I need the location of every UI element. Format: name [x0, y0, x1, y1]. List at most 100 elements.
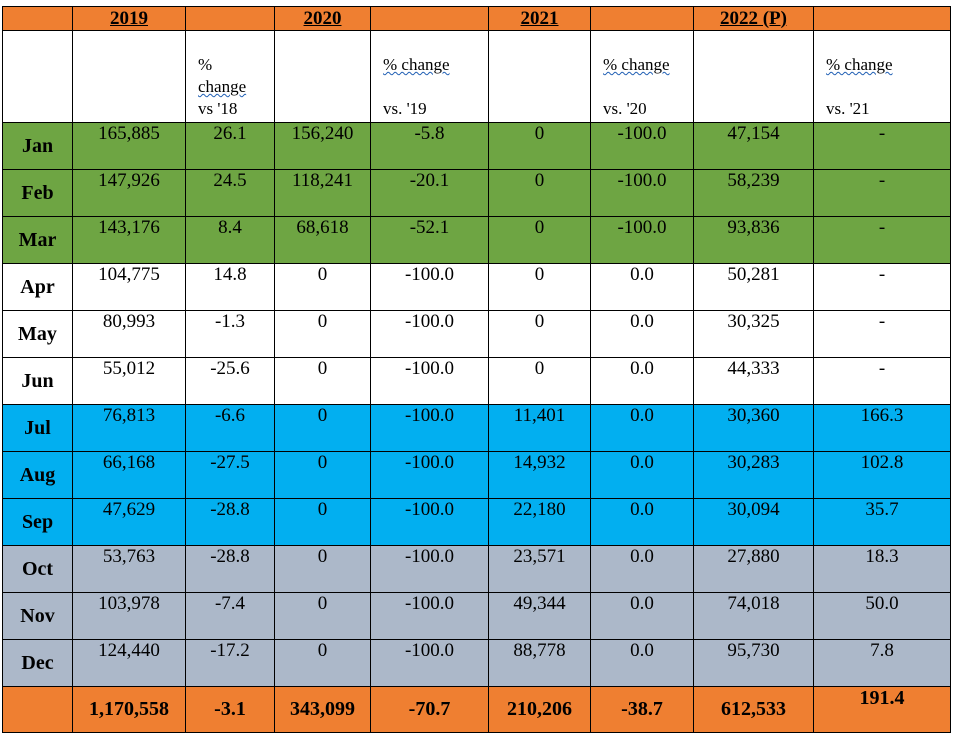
value-2021-cell: 22,180 — [488, 498, 591, 546]
total-label-blank — [2, 686, 73, 733]
table-row: Feb 147,926 24.5 118,241 -20.1 0 -100.0 58,239- — [2, 169, 951, 217]
subheader-blank — [72, 30, 186, 123]
value-2021-cell: 14,932 — [488, 451, 591, 499]
total-pct-2020-cell: -70.7 — [370, 686, 489, 733]
pct-2022-cell: - — [813, 122, 951, 170]
subheader-blank — [693, 30, 814, 123]
subheader-blank — [488, 30, 591, 123]
value-2020-cell: 0 — [274, 263, 371, 311]
pct-change-2021-label: % change vs. '20 — [590, 30, 694, 123]
pct-2019-cell: -27.5 — [185, 451, 275, 499]
value-2021-cell: 0 — [488, 263, 591, 311]
monthly-data-table: 2019 2020 2021 2022 (P) % change vs '18 — [2, 6, 951, 733]
value-2020-cell: 0 — [274, 498, 371, 546]
month-label: Mar — [2, 216, 73, 264]
value-2021-cell: 0 — [488, 169, 591, 217]
year-2022-header: 2022 (P) — [693, 6, 814, 31]
value-2022-cell: 95,730 — [693, 639, 814, 687]
table-row: Mar 143,176 8.4 68,618 -52.1 0 -100.0 93,836- — [2, 216, 951, 264]
pct-2019-cell: -17.2 — [185, 639, 275, 687]
pct-2022-cell: 35.7 — [813, 498, 951, 546]
pct-2021-cell: 0.0 — [590, 592, 694, 640]
value-2020-cell: 0 — [274, 639, 371, 687]
value-2022-cell: 30,283 — [693, 451, 814, 499]
pct-2019-cell: 24.5 — [185, 169, 275, 217]
table-row: May 80,993 -1.3 0 -100.0 0 0.0 30,325- — [2, 310, 951, 358]
value-2019-cell: 53,763 — [72, 545, 186, 593]
value-2022-cell: 30,325 — [693, 310, 814, 358]
value-2022-cell: 58,239 — [693, 169, 814, 217]
value-2020-cell: 0 — [274, 404, 371, 452]
year-2021-header: 2021 — [488, 6, 591, 31]
value-2020-cell: 156,240 — [274, 122, 371, 170]
value-2021-cell: 23,571 — [488, 545, 591, 593]
pct-2020-cell: -100.0 — [370, 592, 489, 640]
value-2019-cell: 104,775 — [72, 263, 186, 311]
pct-change-2022-label: % change vs. '21 — [813, 30, 951, 123]
value-2019-cell: 47,629 — [72, 498, 186, 546]
pct-2020-cell: -100.0 — [370, 357, 489, 405]
pct-2021-cell: -100.0 — [590, 216, 694, 264]
pct-2021-header-blank — [590, 6, 694, 31]
pct-2020-cell: -5.8 — [370, 122, 489, 170]
value-2022-cell: 30,360 — [693, 404, 814, 452]
pct-2020-header-blank — [370, 6, 489, 31]
pct-2021-cell: 0.0 — [590, 498, 694, 546]
total-pct-2021-cell: -38.7 — [590, 686, 694, 733]
pct-2019-cell: -25.6 — [185, 357, 275, 405]
month-label: Aug — [2, 451, 73, 499]
pct-2020-cell: -100.0 — [370, 404, 489, 452]
pct-2020-cell: -20.1 — [370, 169, 489, 217]
value-2021-cell: 0 — [488, 122, 591, 170]
value-2020-cell: 0 — [274, 310, 371, 358]
pct-2022-header-blank — [813, 6, 951, 31]
year-2019-header: 2019 — [72, 6, 186, 31]
pct-2022-cell: 102.8 — [813, 451, 951, 499]
pct-2022-cell: - — [813, 310, 951, 358]
pct-2022-cell: 18.3 — [813, 545, 951, 593]
pct-2021-cell: -100.0 — [590, 122, 694, 170]
pct-2022-cell: 166.3 — [813, 404, 951, 452]
pct-2020-cell: -100.0 — [370, 545, 489, 593]
month-label: Nov — [2, 592, 73, 640]
value-2021-cell: 0 — [488, 216, 591, 264]
pct-2020-cell: -100.0 — [370, 639, 489, 687]
pct-2019-cell: -28.8 — [185, 545, 275, 593]
corner-cell — [2, 6, 73, 31]
month-label: Jan — [2, 122, 73, 170]
pct-2019-cell: 14.8 — [185, 263, 275, 311]
value-2022-cell: 44,333 — [693, 357, 814, 405]
pct-2021-cell: 0.0 — [590, 263, 694, 311]
value-2021-cell: 0 — [488, 310, 591, 358]
month-label: Jul — [2, 404, 73, 452]
table-row: Jun 55,012 -25.6 0 -100.0 0 0.0 44,333- — [2, 357, 951, 405]
subheader-row: % change vs '18 % change vs. '19 % chang… — [2, 30, 951, 123]
value-2019-cell: 103,978 — [72, 592, 186, 640]
pct-2022-cell: - — [813, 263, 951, 311]
value-2019-cell: 55,012 — [72, 357, 186, 405]
pct-change-2019-label: % change vs '18 — [185, 30, 275, 123]
pct-2022-cell: 50.0 — [813, 592, 951, 640]
month-label: Oct — [2, 545, 73, 593]
month-label: May — [2, 310, 73, 358]
value-2022-cell: 50,281 — [693, 263, 814, 311]
value-2019-cell: 80,993 — [72, 310, 186, 358]
total-pct-2022-cell: 191.4 — [813, 686, 951, 733]
pct-2019-header-blank — [185, 6, 275, 31]
pct-2022-cell: - — [813, 169, 951, 217]
pct-2021-cell: 0.0 — [590, 404, 694, 452]
value-2022-cell: 74,018 — [693, 592, 814, 640]
value-2020-cell: 0 — [274, 592, 371, 640]
pct-2020-cell: -100.0 — [370, 310, 489, 358]
pct-2019-cell: 26.1 — [185, 122, 275, 170]
year-2020-header: 2020 — [274, 6, 371, 31]
total-row: 1,170,558 -3.1 343,099 -70.7 210,206 -38.7 612… — [2, 686, 951, 733]
table-row: Jan 165,885 26.1 156,240 -5.8 0 -100.0 47,154- — [2, 122, 951, 170]
pct-2021-cell: -100.0 — [590, 169, 694, 217]
value-2019-cell: 76,813 — [72, 404, 186, 452]
total-pct-2019-cell: -3.1 — [185, 686, 275, 733]
pct-2019-cell: -6.6 — [185, 404, 275, 452]
total-value-2021-cell: 210,206 — [488, 686, 591, 733]
value-2020-cell: 0 — [274, 545, 371, 593]
table-row: Jul 76,813 -6.6 0 -100.0 11,401 0.0 30,360 166.3 — [2, 404, 951, 452]
